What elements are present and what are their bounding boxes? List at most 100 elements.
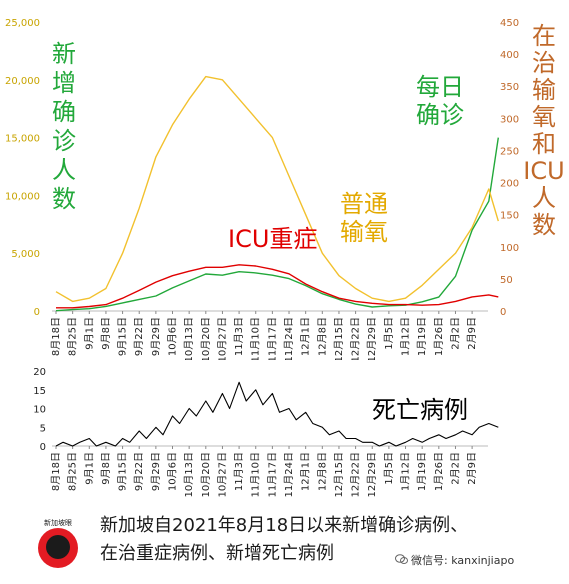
x-tick-label: 1月19日 [416,452,428,491]
right-axis-title: 人 [532,184,556,212]
x-tick-label: 11月10日 [250,452,262,497]
left-tick-label: 10,000 [5,191,40,202]
x-tick-label: 9月22日 [133,452,145,491]
caption-line-2: 在治重症病例、新增死亡病例 [100,543,334,564]
deaths-label: 死亡病例 [372,396,468,424]
series-line [56,264,499,309]
x-tick-label: 10月6日 [167,452,179,491]
y-tick-label: 5 [40,423,46,434]
bottom-chart: 0 5 10 15 20 8月18日 8月25日 9月1日 9月8日 9月15日 9月22日 9月29… [33,367,499,497]
right-tick-label: 100 [500,243,519,254]
x-tick-label: 10月27日 [216,317,228,360]
x-tick-label: 1月26日 [433,317,445,356]
x-tick-label: 10月20日 [200,317,212,360]
x-tick-label: 2月9日 [466,452,478,485]
x-tick-label: 12月8日 [316,452,328,491]
caption: 新加坡自2021年8月18日以来新增确诊病例、 在治重症病例、新增死亡病例 [100,512,540,568]
icu-label: ICU重症 [228,225,317,253]
x-tick-label: 10月13日 [183,317,195,360]
oxygen-label: 输氧 [340,218,388,246]
x-tick-label: 2月2日 [449,317,461,350]
x-tick-label: 9月1日 [83,317,95,350]
x-tick-label: 12月15日 [333,452,345,497]
x-tick-label: 12月22日 [350,317,362,360]
y-tick-label: 10 [33,405,46,416]
right-axis-title: 氧 [532,103,556,131]
new-cases-label: 确 [52,98,76,126]
wechat-label: 微信号: kanxinjiapo [411,554,515,567]
x-tick-label: 1月19日 [416,317,428,356]
caption-line-1: 新加坡自2021年8月18日以来新增确诊病例、 [100,515,469,536]
x-tick-label: 1月12日 [400,452,412,491]
x-tick-label: 12月1日 [300,317,312,356]
x-tick-label: 2月2日 [449,452,461,485]
daily-cases-label: 确诊 [416,101,464,129]
x-tick-label: 8月25日 [67,317,79,356]
right-tick-label: 350 [500,82,519,93]
right-axis-title: 输 [532,76,556,104]
x-tick-label: 9月15日 [117,317,129,356]
y-tick-label: 15 [33,386,46,397]
y-tick-label: 20 [33,367,46,378]
x-tick-label: 12月15日 [333,317,345,360]
right-tick-label: 200 [500,179,519,190]
x-tick-label: 2月9日 [466,317,478,350]
right-tick-label: 300 [500,114,519,125]
left-tick-label: 5,000 [11,249,40,260]
right-axis-title: 和 [532,130,556,158]
left-tick-label: 25,000 [5,18,40,29]
x-tick-label: 9月8日 [100,452,112,485]
top-chart: 0 5,000 10,000 15,000 20,000 25,000 0 50 100 150 2… [5,18,565,360]
x-tick-label: 11月24日 [283,317,295,360]
new-cases-label: 诊 [52,127,76,155]
wechat-icon [395,554,408,564]
right-axis-title: 数 [532,211,556,239]
right-tick-label: 400 [500,50,519,61]
right-tick-label: 250 [500,146,519,157]
logo-text: 新加坡眼 [44,519,72,527]
x-tick-label: 9月1日 [83,452,95,485]
x-tick-label: 9月22日 [133,317,145,356]
x-tick-label: 12月1日 [300,452,312,491]
news-logo-icon: 新加坡眼 [36,518,80,570]
right-axis-title: 在 [532,22,556,50]
oxygen-label: 普通 [340,190,388,218]
x-tick-label: 11月10日 [250,317,262,360]
x-tick-label: 12月29日 [366,317,378,360]
x-tick-label: 11月24日 [283,452,295,497]
x-tick-label: 12月22日 [350,452,362,497]
x-tick-label: 10月13日 [183,452,195,497]
logo-face [46,535,70,559]
x-tick-label: 11月17日 [266,317,278,360]
x-tick-label: 12月29日 [366,452,378,497]
x-tick-label: 9月8日 [100,317,112,350]
x-tick-label: 1月5日 [383,317,395,350]
new-cases-label: 增 [52,69,76,97]
x-tick-label: 9月15日 [117,452,129,491]
x-tick-label: 11月3日 [233,317,245,356]
new-cases-label: 人 [52,156,76,184]
right-axis-title: 治 [532,49,556,77]
x-tick-label: 11月3日 [233,452,245,491]
deaths-line [55,381,499,447]
daily-cases-label: 每日 [416,73,464,101]
y-tick-label: 0 [40,442,46,453]
series-line [55,75,499,303]
right-axis-title: ICU [523,157,564,185]
x-tick-label: 11月17日 [266,452,278,497]
x-tick-label: 9月29日 [150,317,162,356]
x-tick-label: 10月6日 [167,317,179,356]
x-tick-label: 1月12日 [400,317,412,356]
right-tick-label: 450 [500,18,519,29]
x-tick-label: 12月8日 [316,317,328,356]
x-tick-label: 8月18日 [50,317,62,356]
left-tick-label: 0 [34,307,40,318]
x-tick-label: 1月26日 [433,452,445,491]
wechat-account: 微信号: kanxinjiapo [395,552,514,568]
x-tick-label: 10月20日 [200,452,212,497]
left-tick-label: 15,000 [5,134,40,145]
new-cases-label: 新 [52,40,76,68]
right-tick-label: 50 [500,275,513,286]
x-tick-label: 10月27日 [216,452,228,497]
